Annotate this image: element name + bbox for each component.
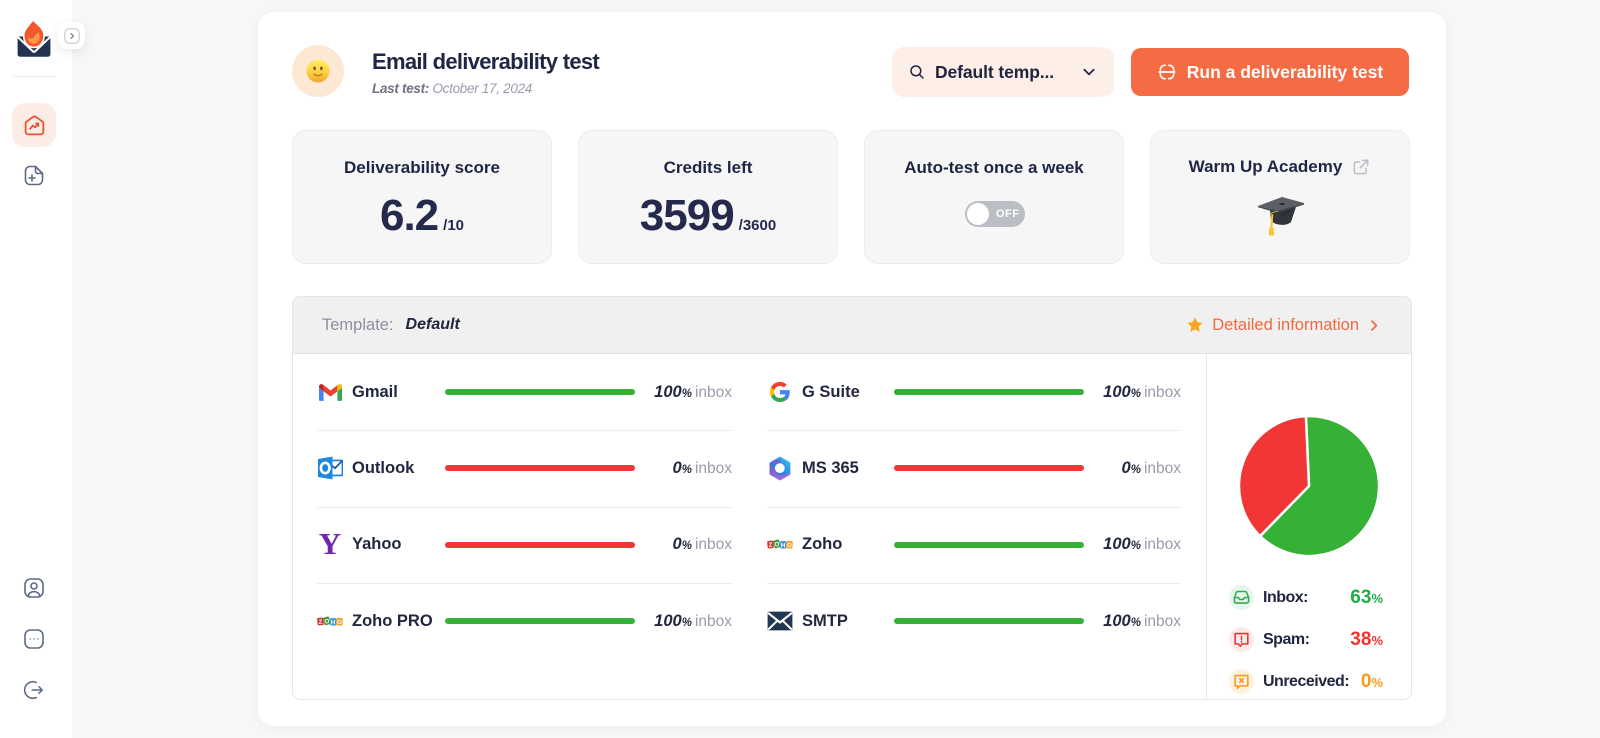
svg-text:O: O bbox=[337, 618, 342, 625]
svg-text:O: O bbox=[774, 541, 781, 549]
svg-text:Z: Z bbox=[318, 618, 323, 625]
svg-text:Y: Y bbox=[319, 532, 341, 557]
svg-text:H: H bbox=[331, 619, 336, 626]
svg-text:H: H bbox=[781, 542, 786, 549]
svg-text:Z: Z bbox=[768, 542, 773, 549]
svg-text:O: O bbox=[787, 542, 792, 549]
svg-text:O: O bbox=[324, 617, 331, 625]
